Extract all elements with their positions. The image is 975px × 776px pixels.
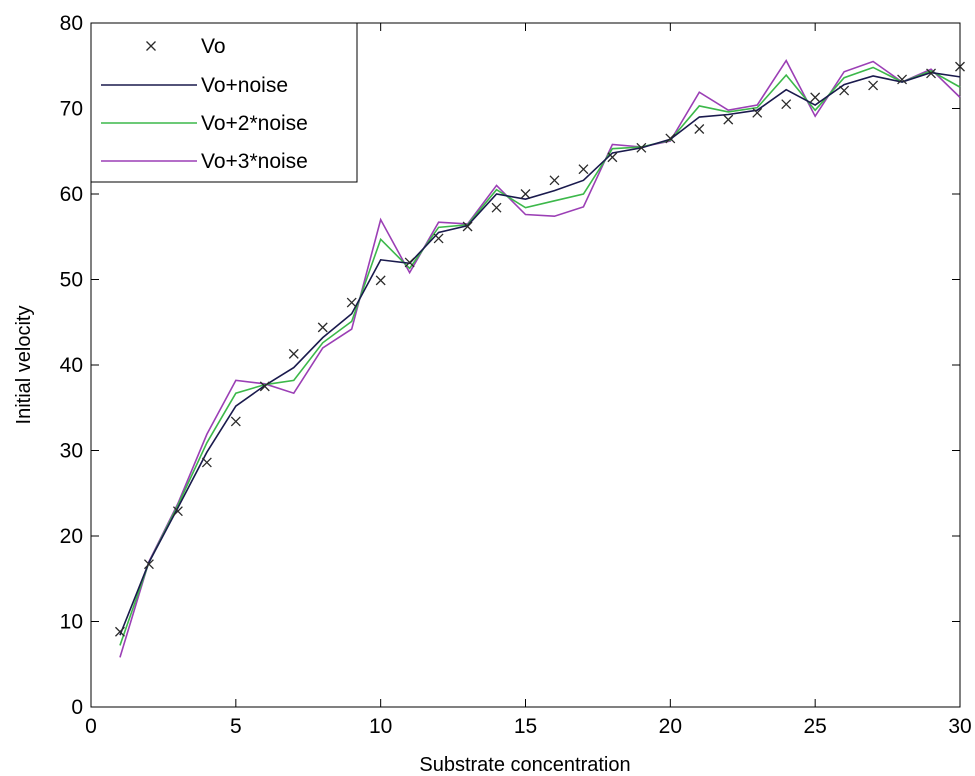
vo-marker <box>520 189 531 199</box>
legend-label: Vo <box>201 35 226 58</box>
x-tick-label: 5 <box>230 715 242 738</box>
vo-marker <box>115 626 125 637</box>
vo-marker <box>143 559 154 570</box>
series-line-2 <box>119 66 961 646</box>
vo-marker <box>462 221 473 232</box>
y-tick-label: 80 <box>60 12 83 35</box>
vo-marker <box>549 175 560 186</box>
vo-marker <box>723 114 734 125</box>
y-tick-label: 30 <box>60 440 83 463</box>
vo-marker <box>433 233 444 244</box>
vo-marker <box>636 142 647 153</box>
vo-marker <box>346 297 357 308</box>
vo-marker <box>375 275 386 286</box>
vo-marker <box>752 107 763 118</box>
vo-marker <box>259 381 270 392</box>
legend-label: Vo+2*noise <box>201 112 308 135</box>
y-axis-label: Initial velocity <box>13 306 35 425</box>
vo-marker <box>578 164 589 175</box>
vo-marker <box>839 85 850 96</box>
x-tick-label: 10 <box>369 715 392 738</box>
vo-marker <box>491 202 502 213</box>
series-line-1 <box>119 71 961 636</box>
legend-label: Vo+noise <box>201 74 288 97</box>
vo-marker <box>201 457 212 468</box>
series-line-3 <box>119 59 961 658</box>
vo-marker <box>781 99 792 110</box>
vo-marker <box>868 80 879 91</box>
y-tick-label: 50 <box>60 269 83 292</box>
x-tick-label: 15 <box>514 715 537 738</box>
vo-marker <box>607 152 618 163</box>
x-tick-label: 30 <box>948 715 971 738</box>
y-tick-label: 40 <box>60 354 83 377</box>
vo-marker <box>404 257 415 268</box>
vo-marker <box>230 416 241 427</box>
y-tick-label: 20 <box>60 525 83 548</box>
legend-label: Vo+3*noise <box>201 150 308 173</box>
vo-marker <box>810 92 821 103</box>
x-tick-label: 25 <box>803 715 826 738</box>
x-tick-label: 20 <box>659 715 682 738</box>
vo-marker <box>665 133 676 144</box>
vo-marker <box>317 322 328 333</box>
x-tick-label: 0 <box>85 715 97 738</box>
y-tick-label: 60 <box>60 183 83 206</box>
y-tick-label: 0 <box>71 696 83 719</box>
legend-box <box>90 22 358 183</box>
vo-marker <box>288 348 299 359</box>
vo-marker <box>172 506 183 517</box>
vo-marker <box>897 74 908 85</box>
vo-marker <box>926 68 936 79</box>
vo-marker <box>955 61 965 72</box>
legend: Vo Vo+noise Vo+2*noise Vo+3*noise <box>90 22 358 183</box>
x-axis-label: Substrate concentration <box>419 754 630 776</box>
legend-marker <box>146 41 156 51</box>
vo-marker <box>694 124 705 134</box>
series-layer <box>115 59 965 658</box>
y-tick-label: 70 <box>60 98 83 121</box>
y-tick-label: 10 <box>60 611 83 634</box>
